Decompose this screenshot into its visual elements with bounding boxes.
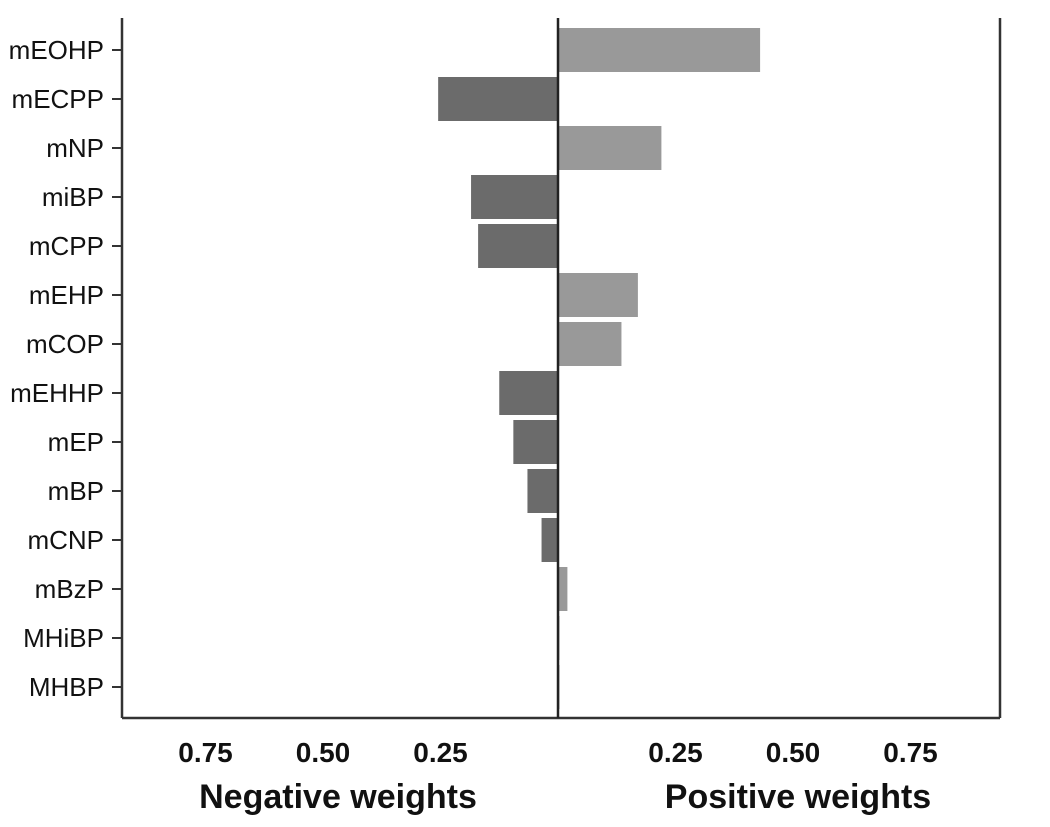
x-tick-label-positive: 0.50 <box>766 737 821 768</box>
category-label-mnp: mNP <box>46 133 104 163</box>
bar-meohp <box>558 28 761 72</box>
category-label-mbp: mBP <box>48 476 104 506</box>
category-label-mhbp: MHBP <box>29 672 104 702</box>
category-label-mcpp: mCPP <box>29 231 104 261</box>
category-label-mibp: miBP <box>42 182 104 212</box>
bar-mecpp <box>438 77 558 121</box>
bar-group <box>438 28 761 709</box>
x-tick-label-negative: 0.50 <box>296 737 351 768</box>
bar-mep <box>513 420 558 464</box>
category-label-mecpp: mECPP <box>12 84 104 114</box>
category-label-mehhp: mEHHP <box>10 378 104 408</box>
category-label-mehp: mEHP <box>29 280 104 310</box>
x-tick-label-negative: 0.25 <box>413 737 468 768</box>
category-label-mhibp: MHiBP <box>23 623 104 653</box>
positive-axis-label: Positive weights <box>665 778 931 816</box>
category-label-mep: mEP <box>48 427 104 457</box>
bar-mehhp <box>499 371 558 415</box>
bar-mbp <box>527 469 558 513</box>
category-label-mcnp: mCNP <box>27 525 104 555</box>
category-label-mbzp: mBzP <box>35 574 104 604</box>
x-tick-label-negative: 0.75 <box>178 737 233 768</box>
category-label-meohp: mEOHP <box>9 35 104 65</box>
bar-mbzp <box>558 567 568 611</box>
x-tick-label-positive: 0.25 <box>648 737 703 768</box>
x-tick-labels: 0.75 0.50 0.25 0.25 0.50 0.75 <box>178 737 938 768</box>
x-tick-label-positive: 0.75 <box>883 737 938 768</box>
bar-mehp <box>558 273 638 317</box>
bar-mibp <box>471 175 558 219</box>
category-labels: mEOHP mECPP mNP miBP mCPP mEHP mCOP mEHHP mEP mBP… <box>9 35 104 702</box>
bar-mcop <box>558 322 622 366</box>
negative-axis-label: Negative weights <box>199 778 477 816</box>
axis-frame <box>112 18 1002 720</box>
category-label-mcop: mCOP <box>26 329 104 359</box>
bar-mcpp <box>478 224 558 268</box>
bar-mnp <box>558 126 662 170</box>
bar-mcnp <box>541 518 558 562</box>
